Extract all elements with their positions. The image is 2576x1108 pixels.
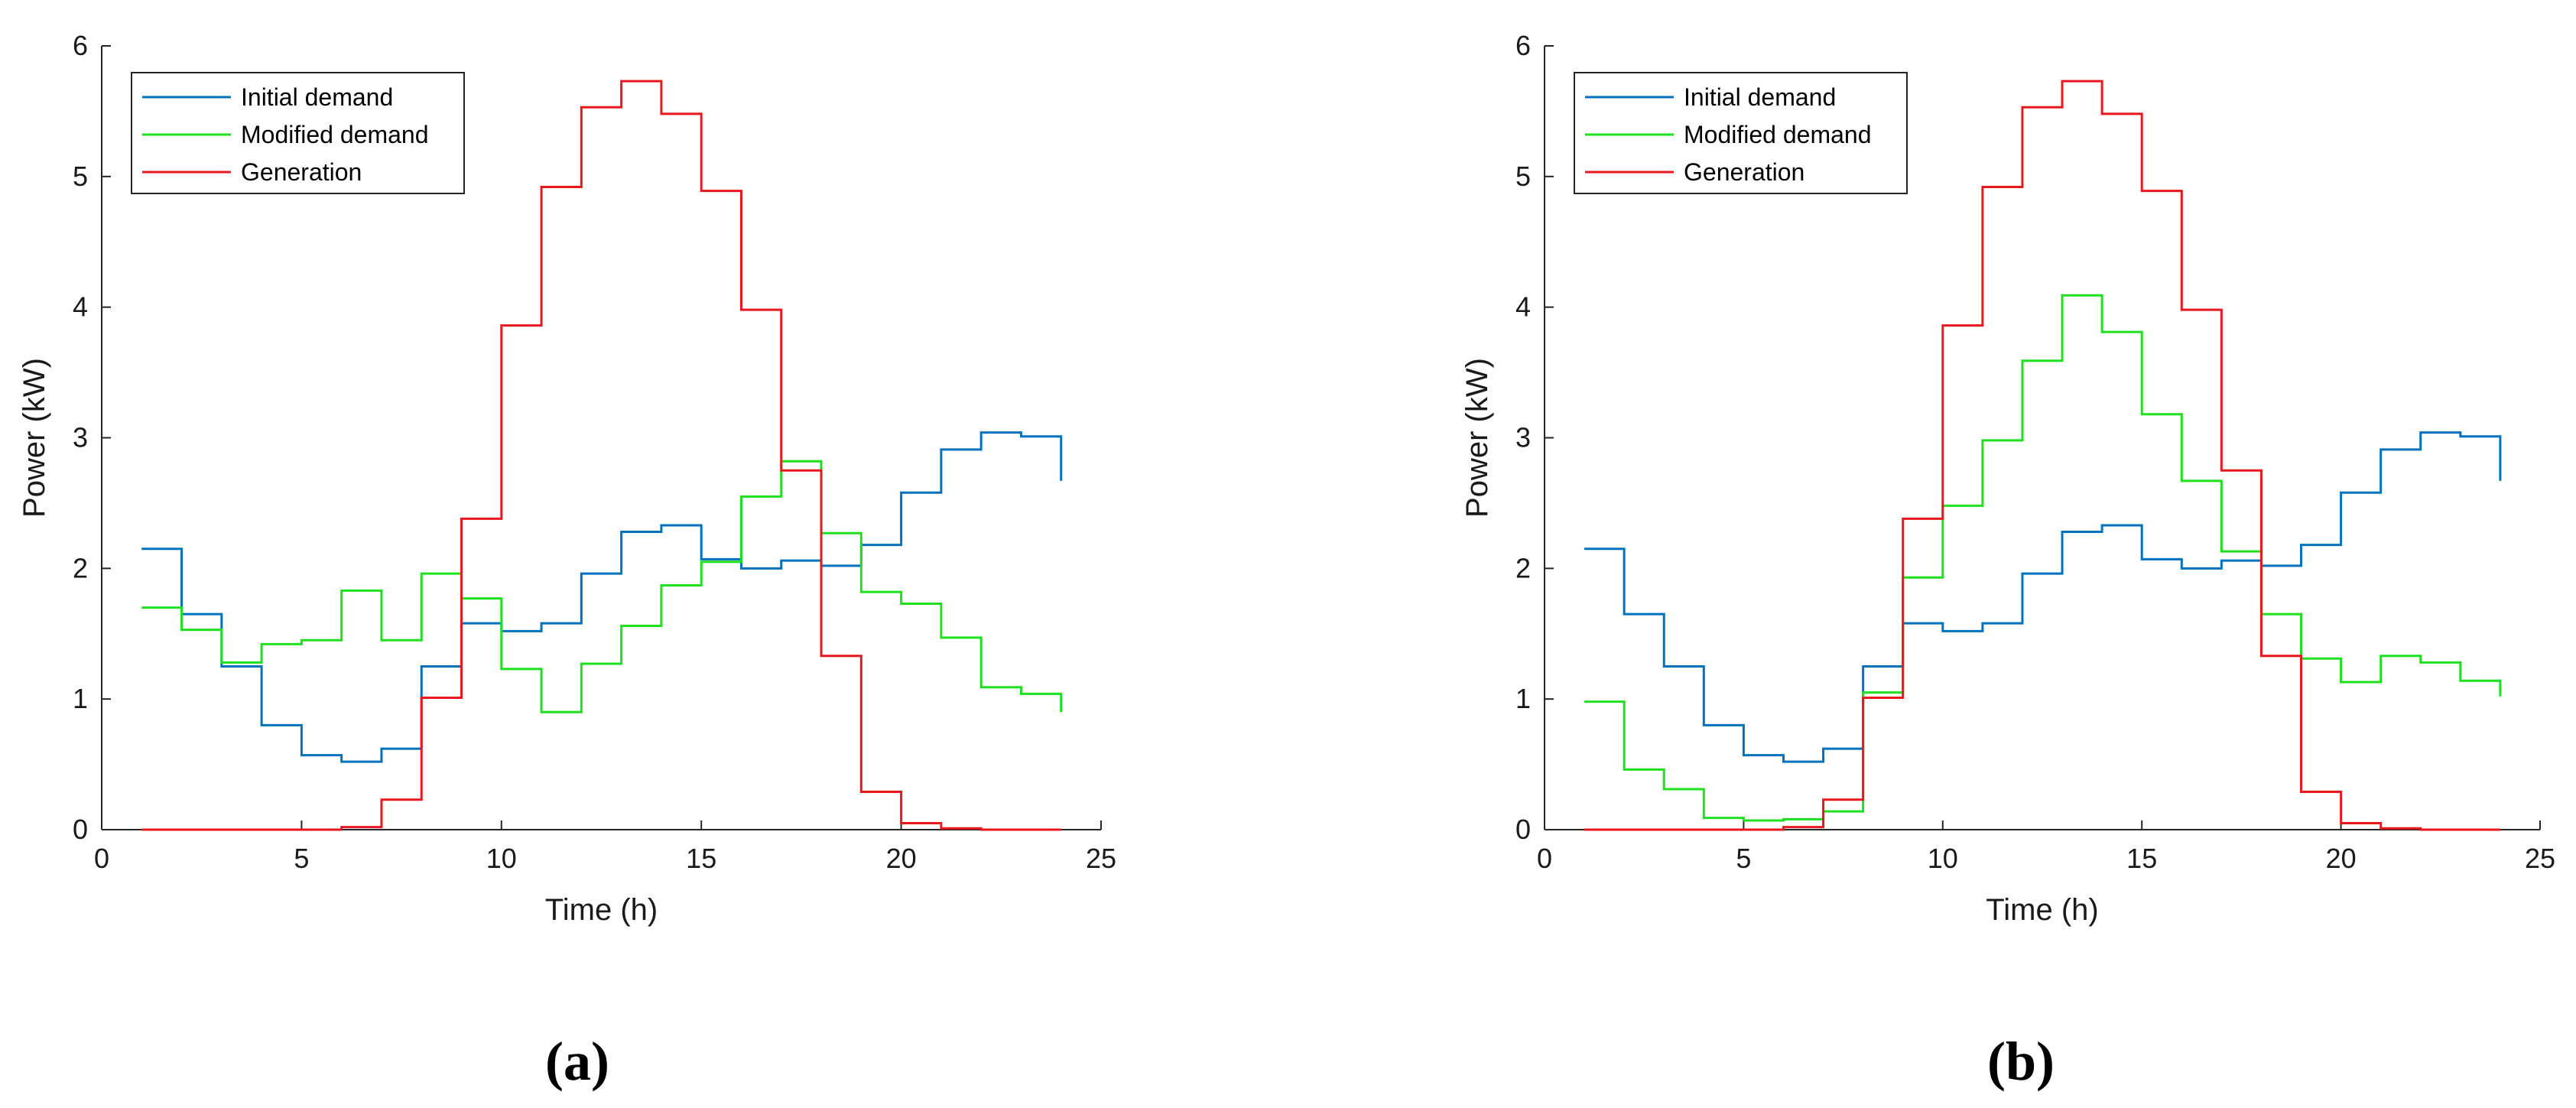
legend-entry: Generation (241, 158, 362, 186)
legend-box (1574, 72, 1908, 194)
series-line-modified-demand (141, 460, 1063, 713)
series-line-generation (1584, 80, 2500, 831)
legend-box (131, 72, 465, 194)
x-axis-label: Time (h) (545, 893, 658, 927)
y-axis-label: Power (kW) (1460, 358, 1494, 518)
y-tick-label: 2 (73, 552, 88, 583)
y-tick-label: 6 (1515, 30, 1531, 61)
series-line-initial-demand (141, 431, 1063, 763)
legend-entry: Modified demand (1684, 121, 1871, 148)
legend-entry: Generation (1684, 158, 1804, 186)
y-tick-label: 4 (73, 291, 88, 323)
y-tick-label: 0 (1515, 814, 1531, 845)
x-axis-label: Time (h) (1986, 893, 2098, 927)
y-axis-label: Power (kW) (18, 358, 51, 518)
x-tick-label: 5 (1736, 843, 1751, 874)
panel-label: (b) (1987, 1031, 2055, 1092)
legend: Initial demand Modified demand Generation (131, 72, 465, 194)
x-tick-label: 0 (1537, 843, 1552, 874)
legend-entry: Initial demand (241, 83, 393, 111)
x-tick-label: 15 (2126, 843, 2157, 874)
y-tick-label: 6 (73, 30, 88, 61)
y-tick-label: 2 (1515, 552, 1531, 583)
x-tick-label: 5 (294, 843, 309, 874)
x-tick-label: 20 (886, 843, 917, 874)
y-tick-label: 1 (73, 683, 88, 714)
series-line-generation (141, 80, 1061, 831)
y-tick-label: 3 (73, 422, 88, 453)
x-tick-label: 20 (2326, 843, 2357, 874)
x-tick-label: 25 (2525, 843, 2555, 874)
panel-label: (a) (545, 1031, 609, 1092)
y-tick-label: 5 (1515, 161, 1531, 192)
x-tick-label: 10 (1928, 843, 1958, 874)
x-tick-label: 25 (1086, 843, 1116, 874)
series-line-initial-demand (1584, 431, 2502, 763)
y-tick-label: 1 (1515, 683, 1531, 714)
x-tick-label: 10 (486, 843, 517, 874)
y-tick-label: 5 (73, 161, 88, 192)
legend-entry: Modified demand (241, 121, 428, 148)
y-tick-label: 3 (1515, 422, 1531, 453)
legend-entry: Initial demand (1684, 83, 1836, 111)
chart-panel-b: 0 5 10 15 20 25 0 1 2 3 4 5 6 Time (h) Power (kW) Initi… (1460, 30, 2555, 1092)
x-tick-label: 15 (686, 843, 716, 874)
y-tick-label: 4 (1515, 291, 1531, 323)
chart-panel-a: 0 5 10 15 20 25 0 1 2 3 4 5 6 Time (h) Power (kW) Initi… (18, 30, 1116, 1092)
y-tick-label: 0 (73, 814, 88, 845)
x-tick-label: 0 (94, 843, 109, 874)
legend: Initial demand Modified demand Generation (1574, 72, 1908, 194)
series-line-modified-demand (1584, 294, 2502, 822)
